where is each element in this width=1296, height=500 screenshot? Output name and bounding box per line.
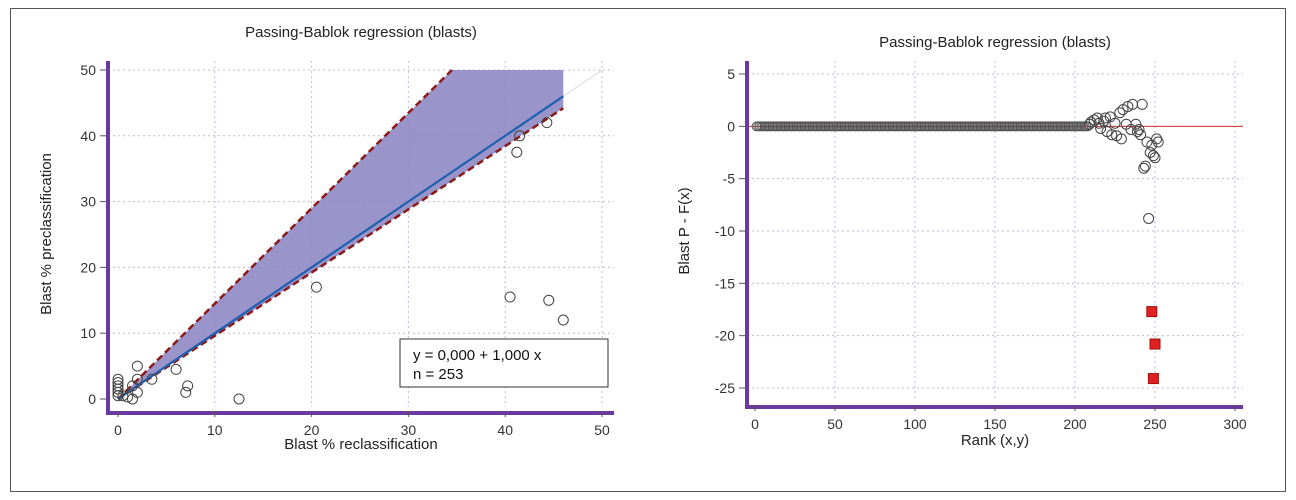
- data-point: [131, 360, 143, 372]
- x-tick-label: 50: [827, 416, 843, 432]
- data-point: [127, 380, 139, 392]
- x-tick-label: 20: [304, 422, 320, 438]
- x-axis-label: Rank (x,y): [961, 432, 1029, 449]
- y-tick-label: 5: [727, 66, 735, 82]
- chart-right-residuals: Passing-Bablok regression (blasts)0 50 100…: [676, 34, 1247, 449]
- y-tick-label: 30: [80, 194, 96, 210]
- y-tick-label: -25: [715, 380, 735, 396]
- data-point: [1131, 126, 1143, 138]
- data-point: [1147, 150, 1159, 162]
- chart-title: Passing-Bablok regression (blasts): [879, 34, 1111, 51]
- outlier-point: [1146, 306, 1158, 318]
- x-tick-label: 200: [1063, 416, 1087, 432]
- y-tick-label: 0: [727, 118, 735, 134]
- data-point: [1130, 118, 1142, 130]
- data-point: [170, 363, 182, 375]
- data-point: [1082, 121, 1093, 132]
- data-point: [1099, 112, 1111, 124]
- data-point: [112, 373, 124, 385]
- x-tick-label: 150: [983, 416, 1007, 432]
- data-point: [112, 380, 124, 392]
- outlier-point: [1149, 338, 1161, 350]
- x-tick-label: 300: [1223, 416, 1247, 432]
- x-tick-label: 40: [497, 422, 513, 438]
- outlier-point: [1147, 373, 1159, 385]
- y-tick-label: 50: [80, 62, 96, 78]
- equation-text: y = 0,000 + 1,000 x: [413, 347, 542, 364]
- x-tick-label: 0: [114, 422, 122, 438]
- data-point: [131, 386, 143, 398]
- x-axis-label: Blast % reclassification: [284, 436, 437, 453]
- plot-area: [112, 69, 603, 405]
- data-point: [117, 390, 129, 402]
- data-point: [541, 117, 553, 129]
- equation-box-frame: [399, 338, 609, 388]
- y-tick-label: -20: [715, 328, 735, 344]
- data-point: [112, 377, 124, 389]
- data-point: [1152, 136, 1164, 148]
- chart-title: Passing-Bablok regression (blasts): [245, 24, 477, 41]
- data-point: [1139, 160, 1151, 172]
- data-point: [1135, 129, 1147, 141]
- y-tick-label: 20: [80, 259, 96, 275]
- data-point: [1136, 98, 1148, 110]
- x-tick-label: 0: [751, 416, 759, 432]
- data-point: [180, 386, 192, 398]
- data-point: [310, 281, 322, 293]
- y-tick-label: 40: [80, 128, 96, 144]
- sample-size-text: n = 253: [413, 366, 463, 383]
- x-tick-label: 100: [903, 416, 927, 432]
- data-point: [1138, 162, 1150, 174]
- data-point: [1143, 212, 1155, 224]
- data-point: [504, 291, 516, 303]
- data-point: [1114, 107, 1126, 119]
- x-tick-label: 10: [207, 422, 223, 438]
- lower-ci-line: [117, 107, 564, 401]
- data-point: [1149, 152, 1161, 164]
- data-point: [557, 314, 569, 326]
- upper-ci-line: [117, 69, 453, 400]
- data-point: [146, 373, 158, 385]
- chart-left-passing-bablok: Passing-Bablok regression (blasts) 0 10 20 3…: [38, 24, 614, 453]
- y-axis-label: Blast P - F(x): [676, 187, 693, 274]
- y-tick-label: 10: [80, 325, 96, 341]
- x-tick-label: 50: [594, 422, 610, 438]
- figure-frame: Passing-Bablok regression (blasts) 0 10 20 3…: [10, 8, 1286, 492]
- data-point: [1085, 116, 1097, 128]
- y-tick-label: -15: [715, 275, 735, 291]
- data-point: [1133, 123, 1145, 135]
- data-point: [511, 146, 523, 158]
- data-point: [514, 130, 526, 142]
- y-tick-label: -5: [723, 171, 736, 187]
- data-point: [1115, 133, 1127, 145]
- data-point: [1122, 100, 1134, 112]
- data-point: [1109, 117, 1121, 129]
- regression-line: [117, 95, 564, 400]
- y-tick-label: -10: [715, 223, 735, 239]
- data-point: [1106, 129, 1118, 141]
- y-axis-label: Blast % preclassification: [38, 153, 55, 315]
- data-point: [1091, 112, 1103, 124]
- x-tick-label: 30: [401, 422, 417, 438]
- x-tick-label: 250: [1143, 416, 1167, 432]
- data-point: [233, 393, 245, 405]
- data-point: [543, 294, 555, 306]
- confidence-band: [118, 70, 564, 399]
- data-point: [122, 391, 134, 403]
- data-point: [1095, 122, 1107, 134]
- data-point: [182, 380, 194, 392]
- y-tick-label: 0: [88, 391, 96, 407]
- equation-box: y = 0,000 + 1,000 x n = 253: [399, 338, 609, 388]
